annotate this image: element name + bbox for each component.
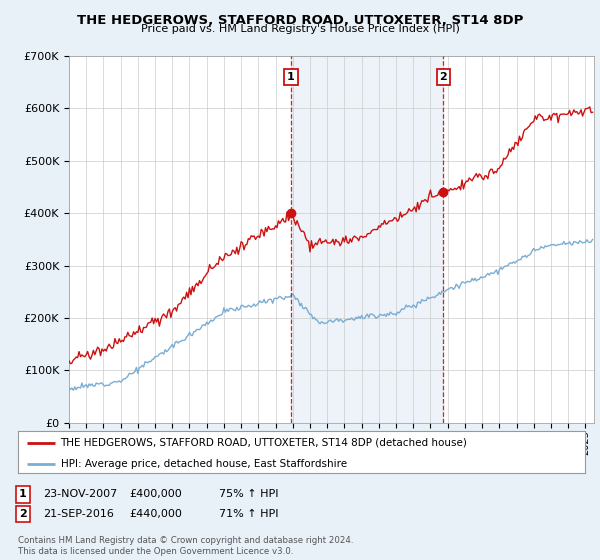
Text: 23-NOV-2007: 23-NOV-2007 [43, 489, 118, 500]
Text: 2: 2 [19, 509, 26, 519]
Text: 75% ↑ HPI: 75% ↑ HPI [219, 489, 278, 500]
Text: THE HEDGEROWS, STAFFORD ROAD, UTTOXETER, ST14 8DP (detached house): THE HEDGEROWS, STAFFORD ROAD, UTTOXETER,… [61, 438, 467, 448]
Text: Price paid vs. HM Land Registry's House Price Index (HPI): Price paid vs. HM Land Registry's House … [140, 24, 460, 34]
Text: £400,000: £400,000 [129, 489, 182, 500]
Text: 2: 2 [440, 72, 447, 82]
Text: 21-SEP-2016: 21-SEP-2016 [43, 509, 114, 519]
Text: HPI: Average price, detached house, East Staffordshire: HPI: Average price, detached house, East… [61, 459, 347, 469]
Text: Contains HM Land Registry data © Crown copyright and database right 2024.
This d: Contains HM Land Registry data © Crown c… [18, 536, 353, 556]
Text: THE HEDGEROWS, STAFFORD ROAD, UTTOXETER, ST14 8DP: THE HEDGEROWS, STAFFORD ROAD, UTTOXETER,… [77, 14, 523, 27]
Text: 71% ↑ HPI: 71% ↑ HPI [219, 509, 278, 519]
Text: £440,000: £440,000 [129, 509, 182, 519]
Bar [291, 56, 443, 423]
Text: 1: 1 [19, 489, 26, 500]
Text: 1: 1 [287, 72, 295, 82]
